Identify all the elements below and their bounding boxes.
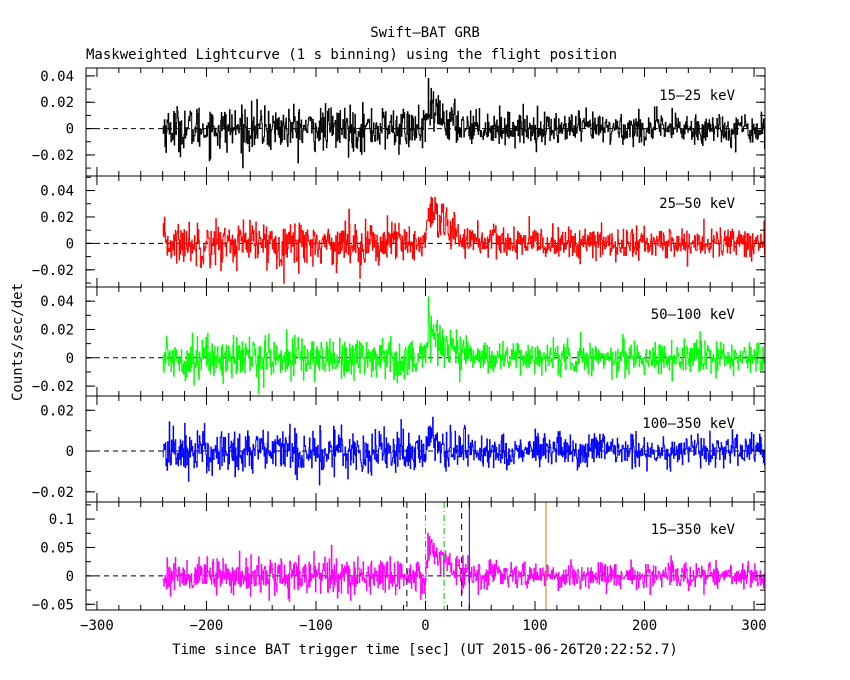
y-tick-label: 0.02 <box>40 210 74 226</box>
y-axis-label: Counts/sec/det <box>10 283 26 401</box>
band-label: 15—25 keV <box>659 88 735 104</box>
y-tick-label: 0.05 <box>40 540 74 556</box>
y-tick-label: 0 <box>66 122 74 138</box>
y-tick-label: 0 <box>66 236 74 252</box>
x-axis-label: Time since BAT trigger time [sec] (UT 20… <box>172 642 678 658</box>
y-tick-label: 0.02 <box>40 322 74 338</box>
panel-4: −0.02 0 0.02 100—350 keV <box>32 395 766 503</box>
y-tick-label: 0 <box>66 351 74 367</box>
y-tick-label: −0.02 <box>32 148 74 164</box>
band-label: 25—50 keV <box>659 196 735 212</box>
lightcurve-series <box>162 196 766 284</box>
lightcurve-series <box>162 416 766 486</box>
x-tick-label: −200 <box>190 618 224 634</box>
x-tick-label: 200 <box>632 618 657 634</box>
panel-2: −0.02 0 0.02 0.04 25—50 keV <box>32 175 766 288</box>
panel-5: −0.05 0 0.05 0.1 15—350 keV <box>32 501 766 613</box>
y-tick-label: 0.02 <box>40 403 74 419</box>
y-tick-label: 0 <box>66 444 74 460</box>
y-tick-label: 0 <box>66 569 74 585</box>
y-tick-label: −0.02 <box>32 485 74 501</box>
x-tick-label: −300 <box>80 618 114 634</box>
y-tick-label: 0.1 <box>49 512 74 528</box>
chart-title: Swift—BAT GRB <box>370 25 480 41</box>
band-label: 50—100 keV <box>651 307 736 323</box>
panels-group: −0.02 0 0.02 0.04 15—25 keV −0.02 0 0.02 0.04 25—… <box>32 67 767 634</box>
y-tick-label: 0.02 <box>40 95 74 111</box>
x-tick-label: −100 <box>299 618 333 634</box>
panel-frame <box>85 286 766 397</box>
lightcurve-series <box>162 78 766 169</box>
band-label: 100—350 keV <box>642 416 735 432</box>
panel-3: −0.02 0 0.02 0.04 50—100 keV <box>32 286 766 397</box>
x-tick-label: 300 <box>741 618 766 634</box>
y-tick-label: −0.02 <box>32 263 74 279</box>
panel-1: −0.02 0 0.02 0.04 15—25 keV <box>32 67 766 177</box>
chart-subtitle: Maskweighted Lightcurve (1 s binning) us… <box>86 47 617 63</box>
y-tick-label: 0.04 <box>40 69 74 85</box>
band-label: 15—350 keV <box>651 522 736 538</box>
y-tick-label: 0.04 <box>40 184 74 200</box>
x-tick-label: 0 <box>421 618 429 634</box>
y-tick-label: −0.02 <box>32 379 74 395</box>
y-tick-label: −0.05 <box>32 597 74 613</box>
x-tick-label: 100 <box>522 618 547 634</box>
lightcurve-series <box>162 532 766 602</box>
y-tick-label: 0.04 <box>40 294 74 310</box>
lightcurve-series <box>162 296 766 394</box>
